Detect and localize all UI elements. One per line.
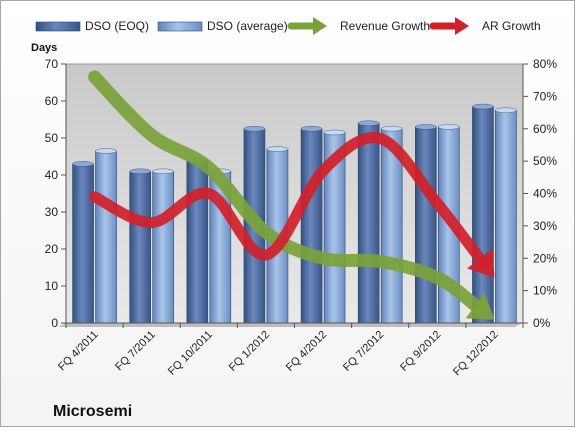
bar: [300, 128, 323, 324]
bar-top: [495, 107, 517, 113]
x-tick-label: FQ 9/2012: [398, 329, 443, 374]
y-axis-label: Days: [31, 42, 57, 54]
bar: [357, 122, 380, 324]
y2-tick-label: 60%: [533, 122, 557, 136]
x-tick-label: FQ 4/2011: [56, 329, 101, 374]
y-tick-label: 60: [45, 94, 59, 108]
x-tick-label: FQ 7/2011: [113, 329, 158, 374]
legend-swatch: [157, 21, 203, 32]
y2-tick-label: 50%: [533, 154, 557, 168]
y-tick-label: 40: [45, 168, 59, 182]
legend-item: DSO (average): [157, 19, 288, 33]
bar-top: [323, 129, 346, 136]
bar: [186, 159, 209, 324]
y2-tick-label: 40%: [533, 187, 557, 201]
bar: [472, 106, 494, 324]
legend: DSO (EOQ) DSO (average) Revenue Growth AR G…: [35, 17, 541, 35]
bar-top: [243, 126, 266, 132]
y-tick-label: 20: [45, 242, 59, 256]
legend-item: DSO (EOQ): [35, 19, 149, 33]
y2-tick-label: 10%: [533, 284, 557, 298]
series-arrowhead: [467, 248, 495, 278]
series-line: [89, 132, 488, 268]
bar-top: [357, 120, 380, 126]
bar-top: [152, 168, 174, 175]
legend-label: Revenue Growth: [340, 19, 430, 33]
legend-label: AR Growth: [482, 19, 541, 33]
x-tick-label: FQ 7/2012: [341, 329, 386, 374]
legend-label: DSO (EOQ): [85, 19, 149, 33]
bar-top: [380, 126, 403, 132]
x-tick-label: FQ 10/2011: [166, 329, 215, 378]
bar: [495, 109, 517, 324]
bar-top: [266, 146, 289, 152]
bar-top: [438, 124, 460, 130]
bar-top: [472, 103, 494, 110]
bar: [415, 126, 437, 324]
legend-item: AR Growth: [429, 17, 541, 35]
y-tick-label: 0: [51, 316, 58, 330]
legend-label: DSO (average): [207, 19, 288, 33]
plot-floor: [58, 323, 523, 327]
bar-top: [300, 126, 323, 132]
y2-tick-label: 30%: [533, 219, 557, 233]
bar: [152, 171, 174, 324]
legend-swatch: [35, 21, 81, 32]
legend-item: Revenue Growth: [287, 17, 430, 35]
bar: [72, 163, 94, 324]
legend-arrowhead: [455, 17, 469, 35]
legend-arrowhead: [313, 17, 327, 35]
chart-title: Microsemi: [53, 403, 132, 420]
bar: [129, 171, 151, 324]
bar: [95, 150, 117, 324]
y2-tick-label: 20%: [533, 251, 557, 265]
bar-top: [415, 124, 437, 130]
bar-top: [95, 148, 117, 154]
x-tick-label: FQ 4/2012: [284, 329, 329, 374]
y-tick-label: 70: [45, 57, 59, 71]
y2-tick-label: 0%: [533, 316, 551, 330]
y-tick-label: 10: [45, 279, 59, 293]
y2-tick-label: 80%: [533, 57, 557, 71]
y-tick-label: 30: [45, 205, 59, 219]
x-tick-label: FQ 1/2012: [227, 329, 272, 374]
x-tick-label: FQ 12/2012: [451, 329, 501, 379]
y2-tick-label: 70%: [533, 89, 557, 103]
bar-top: [72, 161, 94, 167]
series-arrowhead: [465, 292, 495, 320]
bar-top: [129, 168, 151, 175]
y-tick-label: 50: [45, 131, 59, 145]
